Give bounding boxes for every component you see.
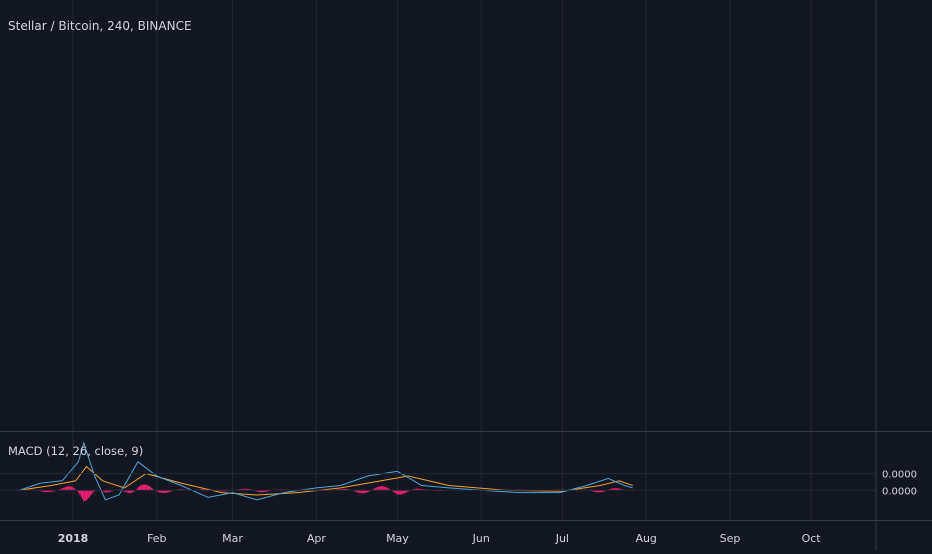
x-tick-label: Mar [222, 532, 243, 545]
x-tick-label: Feb [147, 532, 166, 545]
x-tick-label: Sep [720, 532, 741, 545]
x-tick-label: Oct [802, 532, 822, 545]
chart-title: Stellar / Bitcoin, 240, BINANCE [8, 19, 192, 33]
x-tick-label: Apr [307, 532, 327, 545]
x-tick-label: May [386, 532, 409, 545]
macd-signal-line [18, 465, 633, 496]
x-tick-label: 2018 [58, 532, 89, 545]
macd-tick-label: 0.0000 [882, 470, 917, 481]
x-tick-label: Jun [472, 532, 490, 545]
macd-label: MACD (12, 26, close, 9) [8, 444, 144, 458]
x-tick-label: Aug [635, 532, 656, 545]
x-tick-label: Jul [555, 532, 569, 545]
macd-line [18, 441, 633, 501]
macd-tick-label: 0.0000 [882, 486, 917, 497]
